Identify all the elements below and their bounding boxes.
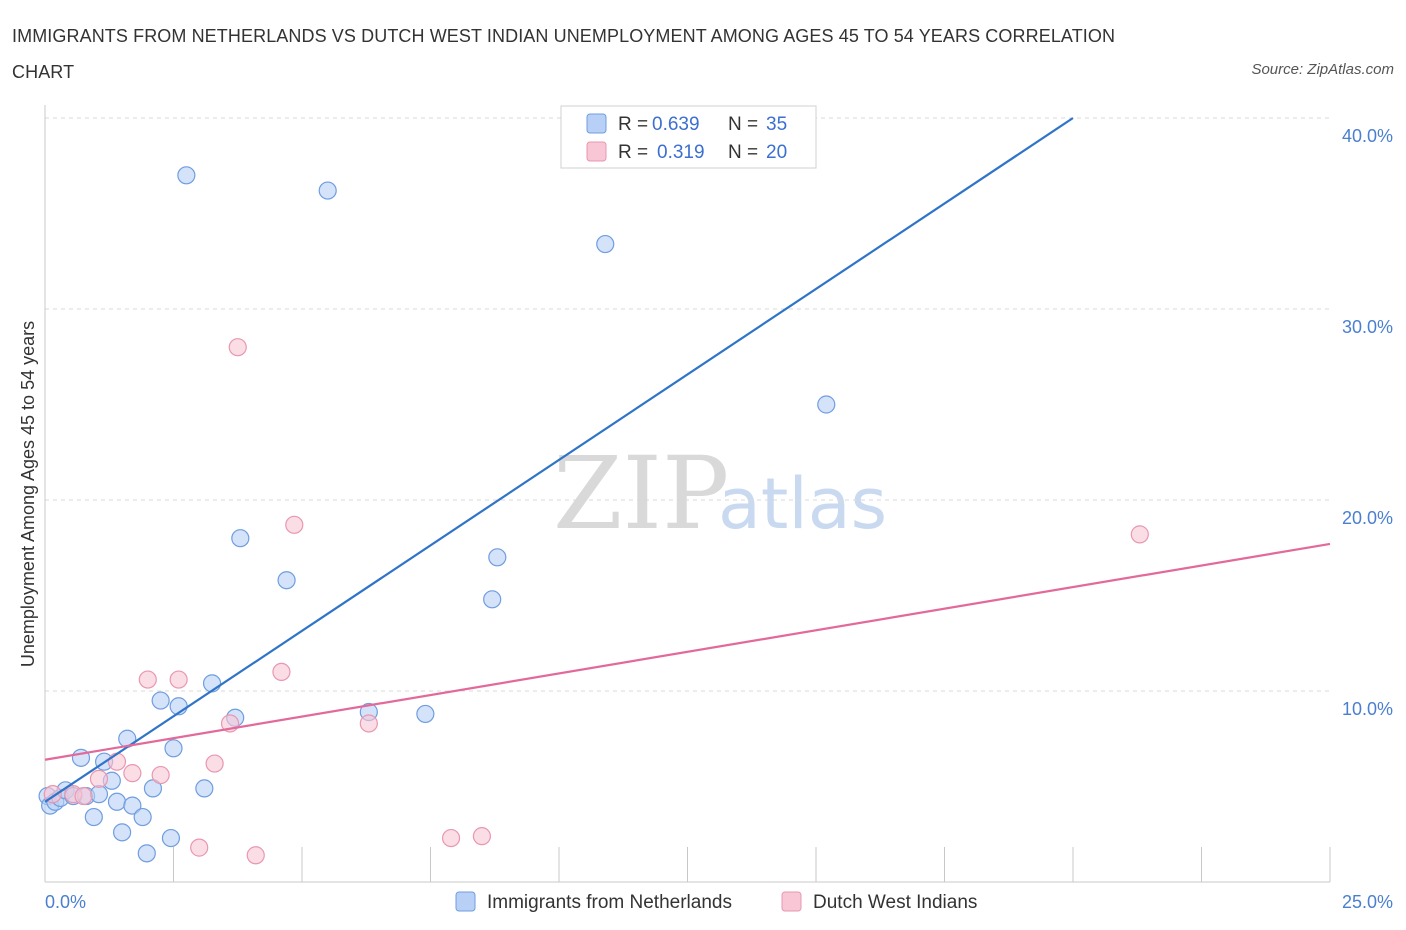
legend-r-value-blue: 0.639 [652, 114, 700, 135]
legend-r-label-pink: R = [618, 142, 648, 163]
data-point-dutch-west-indians [138, 670, 157, 689]
bottom-legend-label-blue: Immigrants from Netherlands [487, 892, 732, 913]
data-point-netherlands [231, 529, 250, 548]
legend-r-label-blue: R = [618, 114, 648, 135]
data-point-dutch-west-indians [285, 515, 304, 534]
data-point-netherlands [112, 823, 132, 842]
data-point-netherlands [277, 571, 296, 590]
bottom-legend: Immigrants from Netherlands Dutch West I… [455, 891, 977, 913]
data-point-netherlands [133, 807, 152, 827]
data-point-dutch-west-indians [441, 828, 461, 848]
data-point-netherlands [107, 792, 127, 811]
data-point-dutch-west-indians [123, 764, 142, 783]
legend-r-value-pink: 0.319 [657, 142, 705, 163]
data-point-netherlands [143, 779, 163, 798]
legend-swatch-pink [586, 141, 607, 162]
data-point-dutch-west-indians [190, 838, 209, 857]
data-point-netherlands [488, 548, 507, 567]
top-legend: R = 0.639 N = 35 R = 0.319 N = 20 [560, 105, 817, 169]
bottom-legend-label-pink: Dutch West Indians [813, 892, 977, 913]
x-tick-label-max: 25.0% [1342, 892, 1393, 912]
watermark-atlas: atlas [718, 463, 887, 545]
legend-swatch-blue [586, 113, 607, 134]
x-tick-label-min: 0.0% [45, 892, 86, 912]
legend-n-label-pink: N = [728, 142, 758, 163]
data-point-netherlands [161, 828, 181, 848]
data-point-netherlands [318, 181, 337, 200]
data-point-dutch-west-indians [74, 786, 93, 806]
data-point-dutch-west-indians [359, 714, 378, 733]
data-point-netherlands [84, 807, 103, 827]
y-tick-label: 10.0% [1342, 699, 1393, 719]
data-point-netherlands [137, 844, 156, 863]
chart-title: IMMIGRANTS FROM NETHERLANDS VS DUTCH WES… [12, 26, 1116, 82]
data-point-netherlands [177, 166, 196, 185]
data-point-netherlands [164, 739, 183, 758]
legend-n-label-blue: N = [728, 114, 758, 135]
data-point-netherlands [89, 785, 109, 804]
data-point-dutch-west-indians [89, 769, 109, 788]
data-point-netherlands [202, 674, 222, 693]
data-point-netherlands [123, 796, 142, 815]
trend-line-dutch-west-indians [44, 542, 1331, 761]
data-point-dutch-west-indians [151, 765, 170, 785]
data-point-netherlands [596, 234, 615, 254]
data-point-dutch-west-indians [1130, 525, 1149, 544]
data-point-netherlands [151, 691, 170, 710]
y-tick-label: 40.0% [1342, 126, 1393, 146]
data-point-dutch-west-indians [272, 662, 291, 682]
data-point-dutch-west-indians [228, 338, 247, 357]
data-point-dutch-west-indians [169, 670, 188, 689]
axes: 10.0% 20.0% 30.0% 40.0% [44, 105, 1393, 883]
bottom-legend-swatch-blue [455, 891, 476, 912]
y-tick-label: 20.0% [1342, 508, 1393, 528]
trend-lines [44, 117, 1331, 803]
data-point-dutch-west-indians [246, 846, 265, 865]
data-point-netherlands [483, 590, 502, 609]
gridlines [45, 117, 1330, 692]
trend-line-netherlands [44, 117, 1074, 803]
y-tick-label: 30.0% [1342, 317, 1393, 337]
legend-n-value-pink: 20 [766, 142, 787, 163]
data-point-dutch-west-indians [472, 827, 491, 846]
legend-n-value-blue: 35 [766, 114, 787, 135]
source-label: Source: ZipAtlas.com [1251, 61, 1394, 78]
watermark-zip: ZIP [553, 435, 729, 552]
data-point-netherlands [195, 779, 214, 798]
data-point-netherlands [416, 704, 435, 724]
y-axis-label: Unemployment Among Ages 45 to 54 years [18, 321, 38, 667]
data-point-netherlands [817, 395, 836, 414]
data-point-dutch-west-indians [205, 754, 224, 773]
data-point-dutch-west-indians [107, 752, 127, 771]
bottom-legend-swatch-pink [781, 891, 802, 912]
